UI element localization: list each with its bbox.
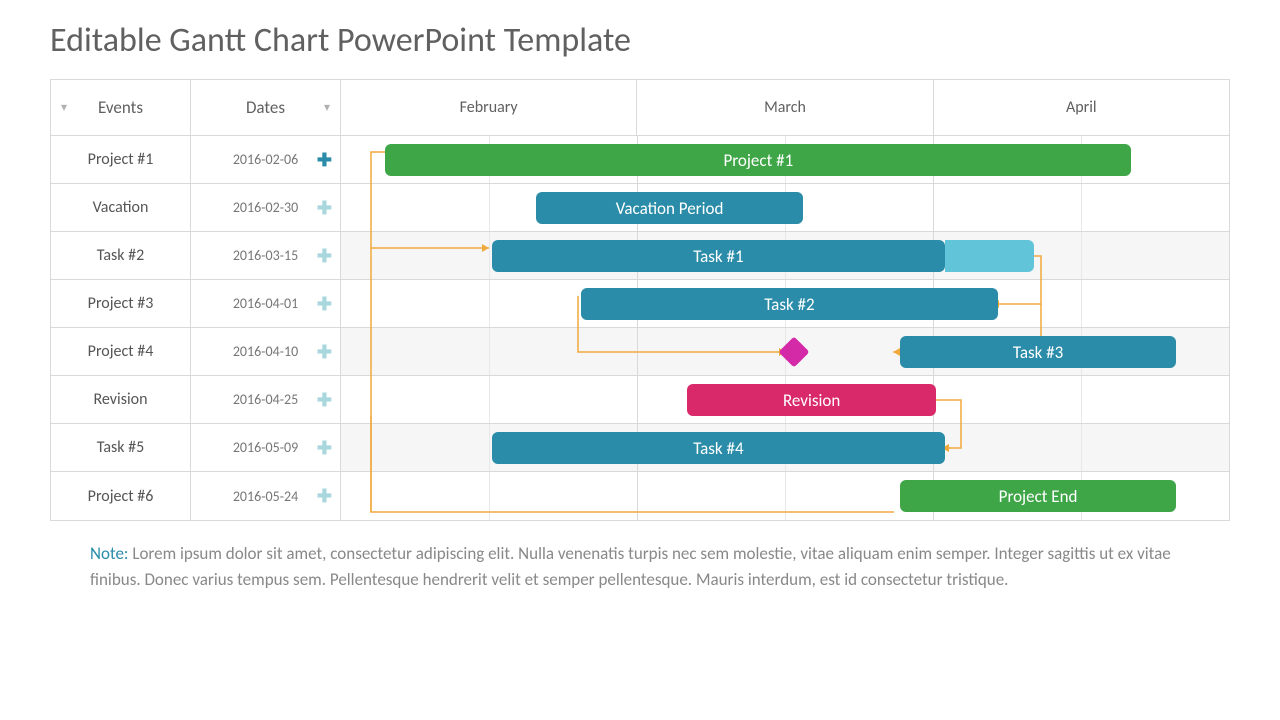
- gantt-bar[interactable]: Task #4: [492, 432, 945, 464]
- date-cell: 2016-03-15✚: [191, 232, 341, 279]
- gantt-row: Task #22016-03-15✚ Task #1: [51, 232, 1229, 280]
- chevron-down-icon: ▾: [61, 100, 67, 115]
- header-events-label: Events: [98, 97, 143, 118]
- event-cell: Project #6: [51, 472, 191, 520]
- gantt-bar[interactable]: Task #1: [492, 240, 945, 272]
- chevron-down-icon: ▾: [324, 100, 330, 115]
- gantt-row: Project #62016-05-24✚ Project End: [51, 472, 1229, 520]
- gantt-bar[interactable]: Vacation Period: [536, 192, 802, 224]
- milestone-diamond[interactable]: [778, 336, 809, 367]
- gantt-bar-extension: [945, 240, 1034, 272]
- timeline-cell: Task #4: [341, 424, 1229, 471]
- gantt-header-row: ▾ Events Dates ▾ FebruaryMarchApril: [51, 80, 1229, 136]
- date-cell: 2016-02-06✚: [191, 136, 341, 183]
- gantt-row: Project #12016-02-06✚Project #1: [51, 136, 1229, 184]
- event-cell: Revision: [51, 376, 191, 423]
- add-icon[interactable]: ✚: [317, 391, 332, 409]
- event-cell: Project #3: [51, 280, 191, 327]
- timeline-cell: Project End: [341, 472, 1229, 520]
- add-icon[interactable]: ✚: [317, 151, 332, 169]
- timeline-cell: Task #1: [341, 232, 1229, 279]
- add-icon[interactable]: ✚: [317, 199, 332, 217]
- month-column: April: [934, 80, 1229, 135]
- date-cell: 2016-05-09✚: [191, 424, 341, 471]
- gantt-chart: ▾ Events Dates ▾ FebruaryMarchApril Proj…: [50, 79, 1230, 521]
- timeline-cell: Vacation Period: [341, 184, 1229, 231]
- timeline-cell: Task #2: [341, 280, 1229, 327]
- date-cell: 2016-05-24✚: [191, 472, 341, 520]
- gantt-row: Project #32016-04-01✚ Task #2: [51, 280, 1229, 328]
- month-column: February: [341, 80, 637, 135]
- add-icon[interactable]: ✚: [317, 295, 332, 313]
- gantt-bar[interactable]: Project #1: [385, 144, 1131, 176]
- header-dates-label: Dates: [246, 97, 285, 118]
- date-cell: 2016-04-10✚: [191, 328, 341, 375]
- event-cell: Project #1: [51, 136, 191, 183]
- note-label: Note:: [90, 543, 128, 564]
- gantt-bar[interactable]: Revision: [687, 384, 936, 416]
- add-icon[interactable]: ✚: [317, 439, 332, 457]
- date-cell: 2016-04-01✚: [191, 280, 341, 327]
- page-title: Editable Gantt Chart PowerPoint Template: [50, 20, 1230, 61]
- date-cell: 2016-02-30✚: [191, 184, 341, 231]
- event-cell: Project #4: [51, 328, 191, 375]
- gantt-row: Vacation2016-02-30✚ Vacation Period: [51, 184, 1229, 232]
- header-dates[interactable]: Dates ▾: [191, 80, 341, 135]
- timeline-cell: Revision: [341, 376, 1229, 423]
- event-cell: Task #5: [51, 424, 191, 471]
- month-column: March: [637, 80, 933, 135]
- gantt-bar[interactable]: Task #2: [581, 288, 998, 320]
- timeline-cell: Project #1: [341, 136, 1229, 183]
- timeline-header: FebruaryMarchApril: [341, 80, 1229, 135]
- gantt-row: Revision2016-04-25✚Revision: [51, 376, 1229, 424]
- gantt-bar[interactable]: Project End: [900, 480, 1175, 512]
- gantt-row: Task #52016-05-09✚ Task #4: [51, 424, 1229, 472]
- event-cell: Task #2: [51, 232, 191, 279]
- timeline-cell: Task #3: [341, 328, 1229, 375]
- gantt-bar[interactable]: Task #3: [900, 336, 1175, 368]
- date-cell: 2016-04-25✚: [191, 376, 341, 423]
- header-events[interactable]: ▾ Events: [51, 80, 191, 135]
- add-icon[interactable]: ✚: [317, 487, 332, 505]
- add-icon[interactable]: ✚: [317, 343, 332, 361]
- event-cell: Vacation: [51, 184, 191, 231]
- add-icon[interactable]: ✚: [317, 247, 332, 265]
- footnote: Note: Lorem ipsum dolor sit amet, consec…: [50, 541, 1230, 592]
- gantt-row: Project #42016-04-10✚ Task #3: [51, 328, 1229, 376]
- note-text: Lorem ipsum dolor sit amet, consectetur …: [90, 543, 1171, 590]
